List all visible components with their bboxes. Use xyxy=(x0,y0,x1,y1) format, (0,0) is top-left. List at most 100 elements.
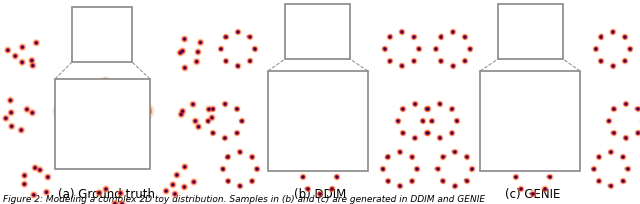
Circle shape xyxy=(613,66,615,68)
Circle shape xyxy=(181,184,188,191)
Circle shape xyxy=(530,20,536,26)
Circle shape xyxy=(221,168,223,170)
Circle shape xyxy=(399,185,401,187)
Circle shape xyxy=(515,47,516,49)
Circle shape xyxy=(532,159,534,161)
Circle shape xyxy=(600,38,602,39)
Circle shape xyxy=(529,14,531,16)
Circle shape xyxy=(90,37,94,41)
Circle shape xyxy=(193,59,200,66)
Circle shape xyxy=(499,129,500,131)
Circle shape xyxy=(319,50,321,52)
Circle shape xyxy=(441,179,445,183)
Circle shape xyxy=(180,113,182,116)
Circle shape xyxy=(593,169,595,171)
Circle shape xyxy=(410,181,412,183)
Circle shape xyxy=(236,133,237,135)
Circle shape xyxy=(224,60,228,64)
Circle shape xyxy=(637,132,638,134)
Circle shape xyxy=(545,165,546,166)
Circle shape xyxy=(212,133,214,134)
Circle shape xyxy=(452,32,454,33)
Circle shape xyxy=(308,188,309,190)
Circle shape xyxy=(612,132,615,135)
Circle shape xyxy=(412,101,418,108)
Circle shape xyxy=(507,147,509,149)
Circle shape xyxy=(331,27,333,29)
Circle shape xyxy=(598,157,600,159)
Circle shape xyxy=(550,31,552,33)
Circle shape xyxy=(14,55,17,58)
Circle shape xyxy=(400,151,401,153)
Circle shape xyxy=(332,51,333,53)
Circle shape xyxy=(251,180,253,182)
Circle shape xyxy=(99,155,100,157)
Circle shape xyxy=(412,36,416,40)
Circle shape xyxy=(422,120,424,123)
Circle shape xyxy=(60,110,64,114)
Circle shape xyxy=(435,50,436,51)
Circle shape xyxy=(630,48,632,50)
Circle shape xyxy=(630,49,631,51)
Circle shape xyxy=(425,107,429,112)
Circle shape xyxy=(515,39,517,41)
Circle shape xyxy=(442,180,444,182)
Circle shape xyxy=(599,61,601,62)
Circle shape xyxy=(224,36,228,40)
Circle shape xyxy=(401,131,405,135)
Circle shape xyxy=(628,168,629,170)
Circle shape xyxy=(252,157,254,158)
Circle shape xyxy=(118,23,123,28)
Circle shape xyxy=(548,38,552,42)
Circle shape xyxy=(552,124,554,126)
Circle shape xyxy=(454,152,456,153)
Circle shape xyxy=(612,109,614,111)
Circle shape xyxy=(319,22,321,24)
Circle shape xyxy=(227,180,229,182)
Bar xyxy=(72,8,132,63)
Circle shape xyxy=(390,61,391,62)
Circle shape xyxy=(225,61,227,63)
Circle shape xyxy=(627,169,628,170)
Circle shape xyxy=(596,179,601,183)
Circle shape xyxy=(533,56,534,57)
Circle shape xyxy=(638,108,639,110)
Circle shape xyxy=(612,132,614,134)
Circle shape xyxy=(237,183,243,189)
Circle shape xyxy=(302,40,303,41)
Circle shape xyxy=(250,61,251,62)
Circle shape xyxy=(550,39,552,41)
Circle shape xyxy=(282,86,300,103)
Circle shape xyxy=(401,65,403,67)
Circle shape xyxy=(347,113,365,130)
Circle shape xyxy=(10,125,13,128)
Circle shape xyxy=(449,106,455,113)
Circle shape xyxy=(595,49,597,50)
Circle shape xyxy=(532,56,534,58)
Circle shape xyxy=(237,66,239,67)
Circle shape xyxy=(241,121,243,123)
Circle shape xyxy=(388,181,390,182)
Circle shape xyxy=(93,49,94,50)
Circle shape xyxy=(237,110,238,111)
Circle shape xyxy=(181,65,188,72)
Circle shape xyxy=(249,178,255,184)
Circle shape xyxy=(388,180,389,182)
Circle shape xyxy=(335,175,337,177)
Circle shape xyxy=(381,167,385,171)
Circle shape xyxy=(387,35,393,41)
Circle shape xyxy=(543,46,545,48)
Circle shape xyxy=(241,121,243,122)
Circle shape xyxy=(612,32,614,33)
Circle shape xyxy=(466,156,468,157)
Circle shape xyxy=(97,26,98,28)
Circle shape xyxy=(333,16,335,18)
Circle shape xyxy=(467,158,468,159)
Circle shape xyxy=(249,154,255,160)
Circle shape xyxy=(331,20,333,21)
Circle shape xyxy=(520,188,522,189)
Circle shape xyxy=(549,176,550,177)
Circle shape xyxy=(598,156,600,157)
Circle shape xyxy=(401,32,403,33)
Circle shape xyxy=(312,153,324,166)
